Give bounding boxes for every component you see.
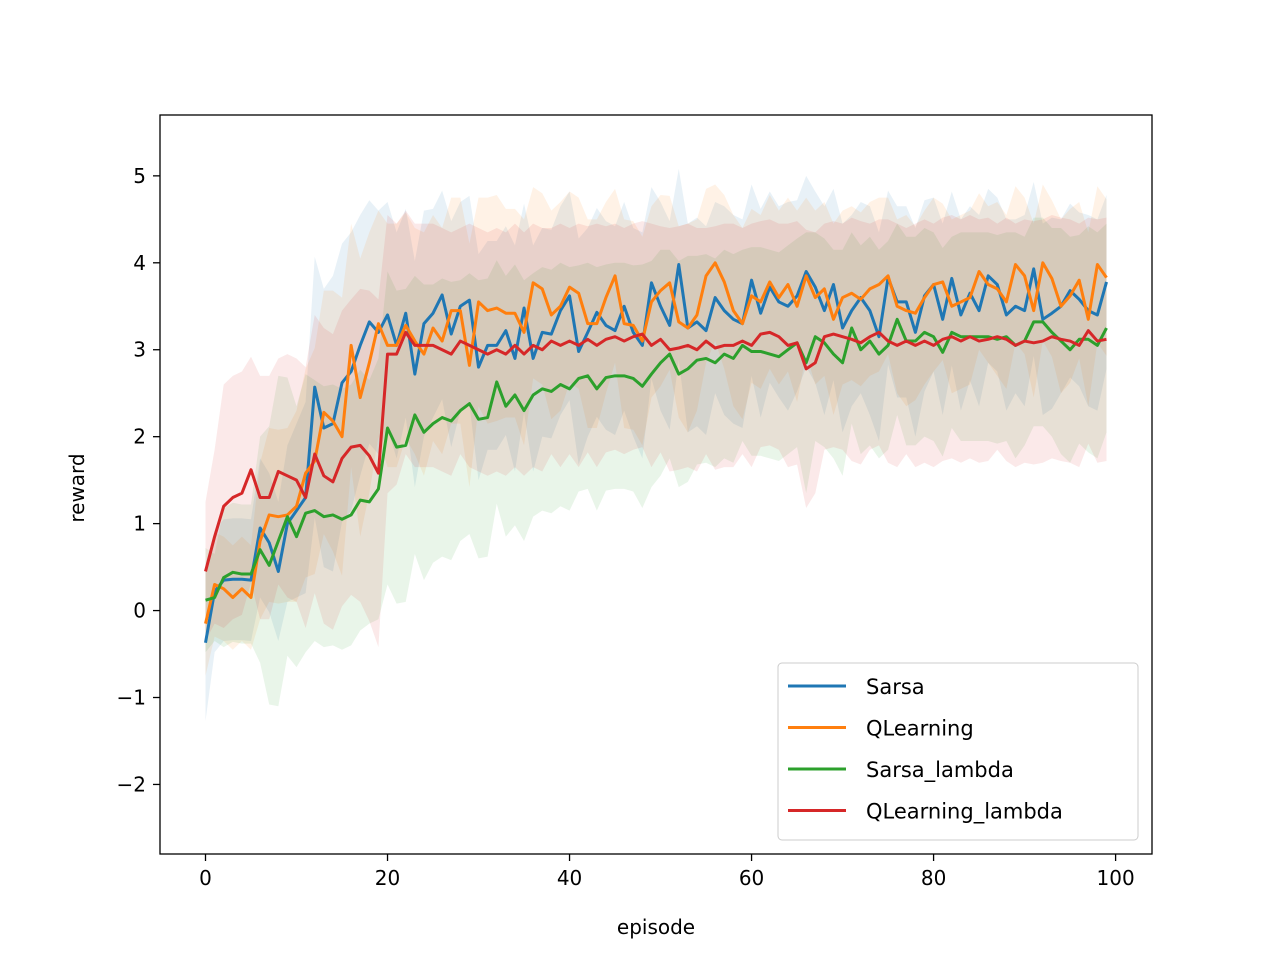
legend-box bbox=[777, 662, 1139, 841]
x-tick-label: 100 bbox=[1097, 866, 1135, 890]
y-tick-label: −2 bbox=[117, 772, 146, 796]
legend-label-sarsa-lambda: Sarsa_lambda bbox=[866, 758, 1014, 783]
x-tick-label: 80 bbox=[921, 866, 946, 890]
plot-frame bbox=[159, 114, 1153, 855]
y-tick-label: 2 bbox=[133, 425, 146, 449]
y-tick-label: 1 bbox=[133, 512, 146, 536]
legend: Sarsa QLearning Sarsa_lambda QLearning_lamb… bbox=[777, 662, 1139, 841]
x-tick-label: 20 bbox=[375, 866, 400, 890]
band-sarsa bbox=[205, 168, 1107, 721]
x-tick-label: 40 bbox=[557, 866, 582, 890]
series-line-qlearning bbox=[204, 261, 1108, 624]
x-tick-label: 0 bbox=[199, 866, 212, 890]
series-line-sarsa-lambda bbox=[205, 317, 1108, 602]
x-tick-label: 60 bbox=[739, 866, 764, 890]
y-tick-label: −1 bbox=[117, 686, 146, 710]
x-axis-title: episode bbox=[617, 915, 695, 939]
x-axis-ticks: 0 20 40 60 80 100 bbox=[199, 854, 1135, 890]
band-sarsa-lambda bbox=[205, 217, 1107, 707]
y-tick-label: 3 bbox=[133, 338, 146, 362]
y-axis-title: reward bbox=[65, 453, 89, 522]
legend-label-qlearning: QLearning bbox=[866, 717, 974, 741]
series-line-qlearning-lambda bbox=[204, 329, 1107, 572]
legend-label-qlearning-lambda: QLearning_lambda bbox=[866, 800, 1063, 825]
legend-entries: Sarsa QLearning Sarsa_lambda QLearning_lamb… bbox=[788, 675, 1063, 825]
y-tick-label: 4 bbox=[133, 251, 146, 275]
y-axis-ticks: −2 −1 0 1 2 3 4 5 bbox=[117, 164, 160, 796]
y-tick-label: 5 bbox=[133, 164, 146, 188]
band-qlearning bbox=[205, 184, 1107, 676]
legend-label-sarsa: Sarsa bbox=[866, 675, 925, 699]
y-tick-label: 0 bbox=[133, 599, 146, 623]
series-lines bbox=[204, 261, 1108, 643]
